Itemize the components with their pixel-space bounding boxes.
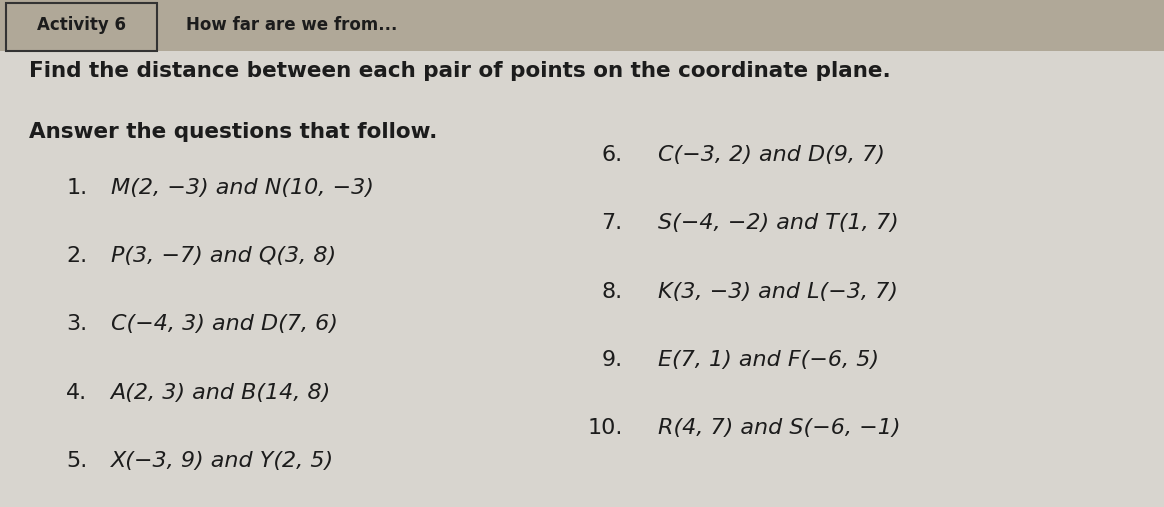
Text: 10.: 10. [588,418,623,439]
Text: M(2, −3) and N(10, −3): M(2, −3) and N(10, −3) [111,177,374,198]
Text: P(3, −7) and Q(3, 8): P(3, −7) and Q(3, 8) [111,246,335,266]
Text: C(−4, 3) and D(7, 6): C(−4, 3) and D(7, 6) [111,314,338,335]
Text: R(4, 7) and S(−6, −1): R(4, 7) and S(−6, −1) [658,418,900,439]
Text: 4.: 4. [66,383,87,403]
Text: How far are we from...: How far are we from... [186,16,398,34]
Text: 9.: 9. [602,350,623,370]
Text: K(3, −3) and L(−3, 7): K(3, −3) and L(−3, 7) [658,281,897,302]
Text: E(7, 1) and F(−6, 5): E(7, 1) and F(−6, 5) [658,350,879,370]
Text: 8.: 8. [602,281,623,302]
Text: X(−3, 9) and Y(2, 5): X(−3, 9) and Y(2, 5) [111,451,334,472]
Text: S(−4, −2) and T(1, 7): S(−4, −2) and T(1, 7) [658,213,899,233]
Text: Activity 6: Activity 6 [37,16,126,34]
Text: 3.: 3. [66,314,87,335]
Text: 1.: 1. [66,177,87,198]
Text: 2.: 2. [66,246,87,266]
FancyBboxPatch shape [0,0,1164,51]
FancyBboxPatch shape [6,3,157,51]
Text: C(−3, 2) and D(9, 7): C(−3, 2) and D(9, 7) [658,144,885,165]
Text: 5.: 5. [66,451,87,472]
Text: Find the distance between each pair of points on the coordinate plane.: Find the distance between each pair of p… [29,61,890,81]
Text: 7.: 7. [602,213,623,233]
Text: A(2, 3) and B(14, 8): A(2, 3) and B(14, 8) [111,383,331,403]
Text: Answer the questions that follow.: Answer the questions that follow. [29,122,438,141]
Text: 6.: 6. [602,144,623,165]
